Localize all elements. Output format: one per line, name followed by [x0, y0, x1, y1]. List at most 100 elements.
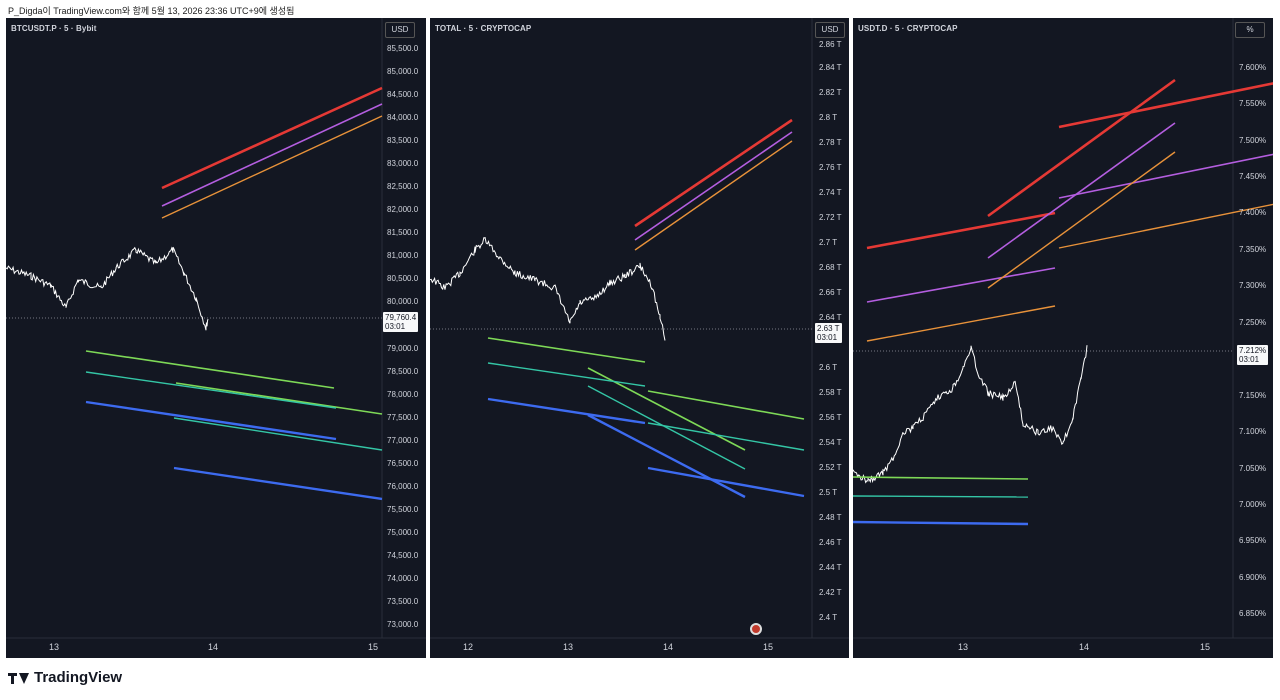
trend-line[interactable] [634, 140, 793, 251]
trend-line[interactable] [85, 350, 335, 389]
trend-line[interactable] [853, 495, 1029, 498]
y-tick-label: 6.900% [1239, 573, 1267, 582]
trend-line[interactable] [634, 131, 793, 241]
y-tick-label: 7.050% [1239, 464, 1267, 473]
chart-plot-area[interactable] [430, 18, 849, 658]
trend-line[interactable] [853, 520, 1029, 526]
x-tick-label: 13 [563, 642, 574, 652]
trend-line[interactable] [487, 397, 646, 425]
y-tick-label: 7.600% [1239, 63, 1267, 72]
event-marker-icon[interactable] [750, 623, 762, 635]
y-tick-label: 83,000.0 [387, 159, 419, 168]
y-tick-label: 7.500% [1239, 136, 1267, 145]
trend-line[interactable] [175, 382, 383, 415]
trend-line[interactable] [853, 476, 1029, 480]
y-tick-label: 7.250% [1239, 318, 1267, 327]
trend-line[interactable] [647, 466, 805, 498]
chart-plot-area[interactable] [853, 18, 1273, 658]
trend-line[interactable] [587, 385, 746, 470]
tradingview-brand: TradingView [8, 669, 122, 686]
y-tick-label: 7.000% [1239, 500, 1267, 509]
trend-line[interactable] [487, 337, 646, 363]
y-tick-label: 81,000.0 [387, 251, 419, 260]
y-tick-label: 2.54 T [819, 438, 842, 447]
y-tick-label: 77,500.0 [387, 413, 419, 422]
trend-line[interactable] [173, 417, 383, 451]
y-tick-label: 6.850% [1239, 609, 1267, 618]
symbol-title[interactable]: USDT.D · 5 · CRYPTOCAP [858, 24, 958, 33]
y-tick-label: 73,500.0 [387, 597, 419, 606]
trend-line[interactable] [866, 305, 1056, 342]
trend-line[interactable] [866, 211, 1056, 250]
bar-countdown: 03:01 [385, 322, 406, 331]
y-tick-label: 2.58 T [819, 388, 842, 397]
y-tick-label: 2.78 T [819, 138, 842, 147]
trend-line[interactable] [987, 122, 1176, 259]
trend-line[interactable] [634, 118, 793, 228]
y-tick-label: 80,000.0 [387, 297, 419, 306]
currency-unit-button[interactable]: % [1235, 22, 1265, 38]
y-tick-label: 2.6 T [819, 363, 838, 372]
trend-line[interactable] [647, 390, 805, 420]
last-price-label: 2.63 T 03:01 [815, 323, 842, 343]
trend-line[interactable] [1058, 82, 1273, 129]
y-tick-label: 2.56 T [819, 413, 842, 422]
symbol-title[interactable]: TOTAL · 5 · CRYPTOCAP [435, 24, 532, 33]
bar-countdown: 03:01 [1239, 355, 1260, 364]
trend-line[interactable] [987, 151, 1176, 289]
trend-line[interactable] [161, 86, 383, 190]
trend-line[interactable] [85, 400, 337, 441]
y-tick-label: 2.72 T [819, 213, 842, 222]
y-tick-label: 2.5 T [819, 488, 838, 497]
y-tick-label: 75,500.0 [387, 505, 419, 514]
symbol-title[interactable]: BTCUSDT.P · 5 · Bybit [11, 24, 97, 33]
currency-unit-button[interactable]: USD [815, 22, 845, 38]
trend-line[interactable] [487, 362, 646, 387]
trend-line[interactable] [987, 78, 1176, 218]
last-price-label: 79,760.4 03:01 [383, 312, 419, 332]
chart-plot-area[interactable] [6, 18, 426, 658]
y-tick-label: 2.52 T [819, 463, 842, 472]
chart-panel-total[interactable]: TOTAL · 5 · CRYPTOCAP USD 2.86 T 2.84 T 2.… [430, 18, 849, 658]
last-price-value: 79,760.4 [385, 313, 417, 322]
x-tick-label: 14 [1079, 642, 1090, 652]
y-tick-label: 7.350% [1239, 245, 1267, 254]
y-tick-label: 73,000.0 [387, 620, 419, 629]
y-tick-label: 2.42 T [819, 588, 842, 597]
currency-unit-button[interactable]: USD [385, 22, 415, 38]
y-tick-label: 2.44 T [819, 563, 842, 572]
trend-line[interactable] [161, 115, 383, 219]
y-tick-label: 2.76 T [819, 163, 842, 172]
y-tick-label: 77,000.0 [387, 436, 419, 445]
x-tick-label: 13 [49, 642, 60, 652]
price-series[interactable] [853, 345, 1088, 484]
y-tick-label: 81,500.0 [387, 228, 419, 237]
y-tick-label: 2.82 T [819, 88, 842, 97]
trend-line[interactable] [1058, 153, 1273, 199]
trend-line[interactable] [161, 103, 383, 207]
y-tick-label: 79,000.0 [387, 344, 419, 353]
chart-panel-btcusdt[interactable]: BTCUSDT.P · 5 · Bybit USD 85,500.0 85,000… [6, 18, 426, 658]
trend-line[interactable] [1058, 203, 1273, 249]
y-tick-label: 78,000.0 [387, 390, 419, 399]
bar-countdown: 03:01 [817, 333, 838, 342]
trend-line[interactable] [647, 422, 805, 451]
trend-line[interactable] [866, 267, 1056, 303]
y-tick-label: 85,500.0 [387, 44, 419, 53]
price-series[interactable] [430, 237, 666, 341]
trend-line[interactable] [587, 413, 746, 499]
y-tick-label: 2.86 T [819, 40, 842, 49]
y-tick-label: 2.8 T [819, 113, 838, 122]
chart-panel-usdtd[interactable]: USDT.D · 5 · CRYPTOCAP % 7.600% 7.550% 7.5… [853, 18, 1273, 658]
price-series[interactable] [6, 246, 209, 331]
y-tick-label: 76,000.0 [387, 482, 419, 491]
x-tick-label: 12 [463, 642, 474, 652]
y-tick-label: 84,000.0 [387, 113, 419, 122]
trend-line[interactable] [173, 466, 383, 501]
y-tick-label: 85,000.0 [387, 67, 419, 76]
y-tick-label: 80,500.0 [387, 274, 419, 283]
trend-line[interactable] [587, 367, 746, 451]
y-tick-label: 7.400% [1239, 208, 1267, 217]
last-price-label: 7.212% 03:01 [1237, 345, 1269, 365]
trend-line[interactable] [85, 371, 337, 409]
